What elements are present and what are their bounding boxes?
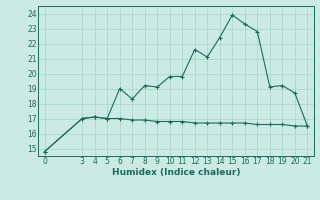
- X-axis label: Humidex (Indice chaleur): Humidex (Indice chaleur): [112, 168, 240, 177]
